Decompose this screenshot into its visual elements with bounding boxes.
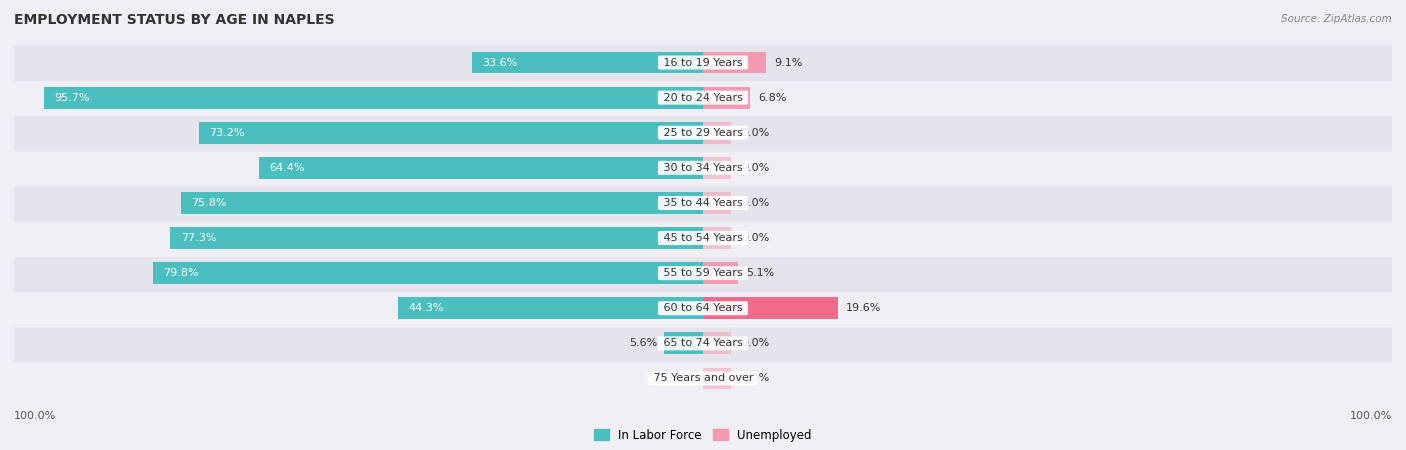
Bar	[14, 326, 1392, 361]
Bar	[471, 52, 703, 73]
Text: 95.7%: 95.7%	[53, 93, 90, 103]
Text: 0.0%: 0.0%	[741, 233, 769, 243]
Bar	[44, 87, 703, 108]
Bar	[703, 52, 766, 73]
Text: 33.6%: 33.6%	[482, 58, 517, 68]
Text: 5.1%: 5.1%	[747, 268, 775, 278]
Text: 44.3%: 44.3%	[408, 303, 444, 313]
Text: 64.4%: 64.4%	[270, 163, 305, 173]
Bar	[14, 115, 1392, 150]
Text: 77.3%: 77.3%	[181, 233, 217, 243]
Text: 19.6%: 19.6%	[846, 303, 882, 313]
Text: 79.8%: 79.8%	[163, 268, 200, 278]
Bar	[703, 122, 731, 144]
Text: 60 to 64 Years: 60 to 64 Years	[659, 303, 747, 313]
Text: 0.0%: 0.0%	[741, 198, 769, 208]
Bar	[259, 157, 703, 179]
Bar	[703, 87, 749, 108]
Text: Source: ZipAtlas.com: Source: ZipAtlas.com	[1281, 14, 1392, 23]
Bar	[703, 227, 731, 249]
Text: 0.0%: 0.0%	[741, 163, 769, 173]
Text: 100.0%: 100.0%	[14, 411, 56, 421]
Text: 9.1%: 9.1%	[773, 58, 803, 68]
Bar	[14, 256, 1392, 291]
Text: 30 to 34 Years: 30 to 34 Years	[659, 163, 747, 173]
Text: 0.0%: 0.0%	[741, 374, 769, 383]
Bar	[14, 45, 1392, 80]
Bar	[181, 192, 703, 214]
Bar	[14, 291, 1392, 326]
Bar	[703, 192, 731, 214]
Text: 75 Years and over: 75 Years and over	[650, 374, 756, 383]
Legend: In Labor Force, Unemployed: In Labor Force, Unemployed	[589, 424, 817, 446]
Bar	[198, 122, 703, 144]
Text: 100.0%: 100.0%	[1350, 411, 1392, 421]
Bar	[703, 297, 838, 319]
Bar	[703, 157, 731, 179]
Text: 55 to 59 Years: 55 to 59 Years	[659, 268, 747, 278]
Bar	[14, 150, 1392, 185]
Bar	[14, 80, 1392, 115]
Text: 45 to 54 Years: 45 to 54 Years	[659, 233, 747, 243]
Text: 6.8%: 6.8%	[758, 93, 786, 103]
Bar	[14, 185, 1392, 220]
Text: 25 to 29 Years: 25 to 29 Years	[659, 128, 747, 138]
Bar	[703, 262, 738, 284]
Bar	[703, 368, 731, 389]
Text: 65 to 74 Years: 65 to 74 Years	[659, 338, 747, 348]
Text: 0.0%: 0.0%	[741, 128, 769, 138]
Text: 0.0%: 0.0%	[665, 374, 693, 383]
Bar	[398, 297, 703, 319]
Bar	[665, 333, 703, 354]
Bar	[170, 227, 703, 249]
Bar	[703, 333, 731, 354]
Text: 73.2%: 73.2%	[209, 128, 245, 138]
Text: 0.0%: 0.0%	[741, 338, 769, 348]
Text: 20 to 24 Years: 20 to 24 Years	[659, 93, 747, 103]
Text: 16 to 19 Years: 16 to 19 Years	[659, 58, 747, 68]
Bar	[14, 361, 1392, 396]
Text: EMPLOYMENT STATUS BY AGE IN NAPLES: EMPLOYMENT STATUS BY AGE IN NAPLES	[14, 14, 335, 27]
Text: 35 to 44 Years: 35 to 44 Years	[659, 198, 747, 208]
Text: 75.8%: 75.8%	[191, 198, 226, 208]
Bar	[14, 220, 1392, 256]
Text: 5.6%: 5.6%	[630, 338, 658, 348]
Bar	[153, 262, 703, 284]
